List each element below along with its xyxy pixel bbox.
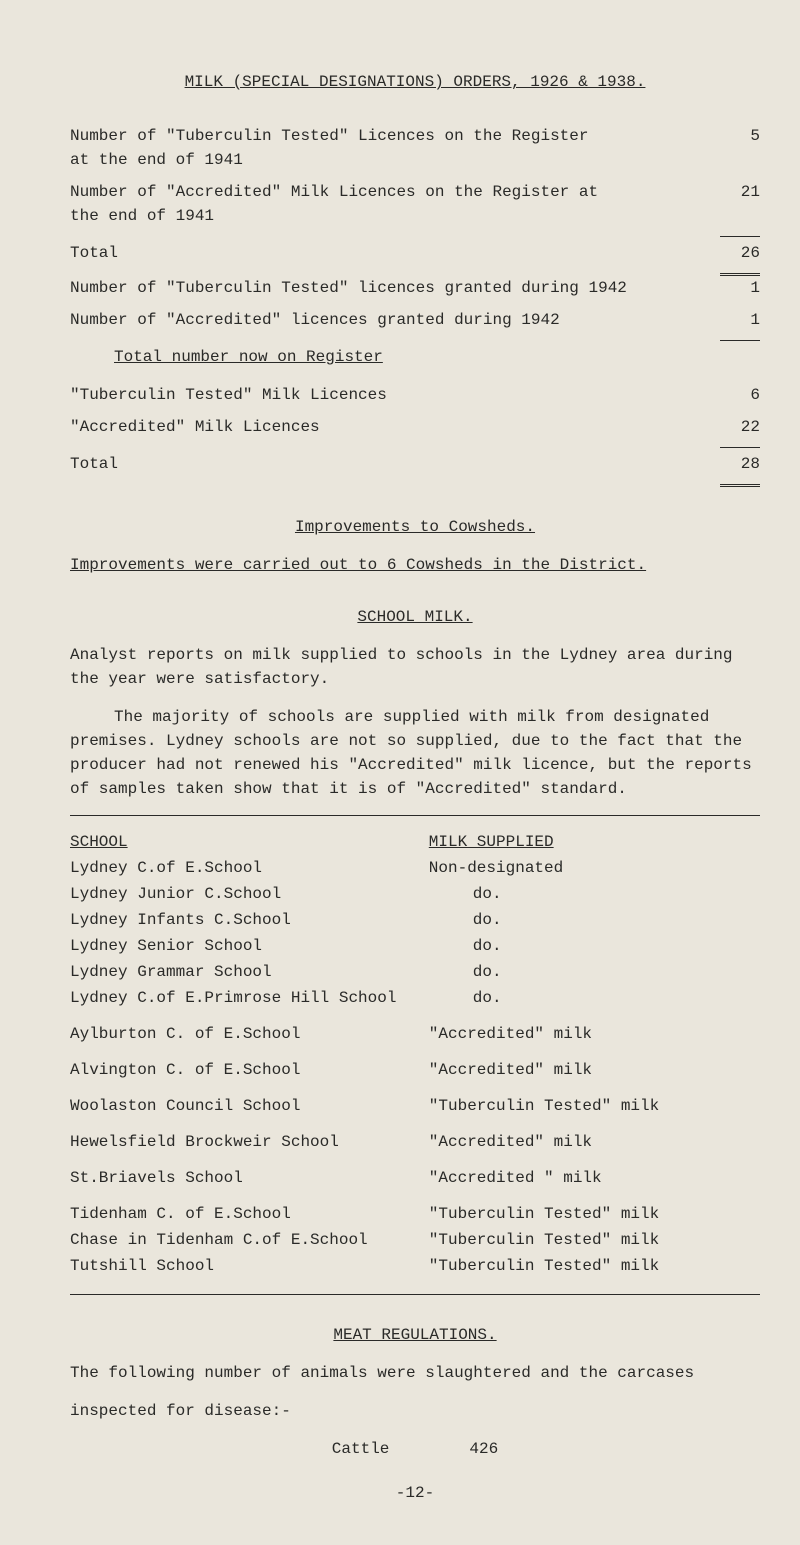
label: "Accredited" Milk Licences (70, 415, 700, 439)
page-title: MILK (SPECIAL DESIGNATIONS) ORDERS, 1926… (70, 70, 760, 94)
school-cell: Aylburton C. of E.School (70, 1012, 429, 1048)
value: 28 (700, 452, 760, 476)
milk-cell: do. (429, 960, 760, 986)
licence-row: "Tuberculin Tested" Milk Licences 6 (70, 383, 760, 407)
cattle-value: 426 (469, 1437, 498, 1461)
school-cell: Lydney C.of E.School (70, 856, 429, 882)
value: 1 (700, 308, 760, 332)
page-number: -12- (70, 1481, 760, 1505)
school-cell: Woolaston Council School (70, 1084, 429, 1120)
value: 6 (700, 383, 760, 407)
label: Number of "Tuberculin Tested" Licences o… (70, 124, 610, 172)
milk-cell: do. (429, 882, 760, 908)
school-cell: St.Briavels School (70, 1156, 429, 1192)
schoolmilk-heading: SCHOOL MILK. (70, 605, 760, 629)
milk-cell: "Accredited" milk (429, 1012, 760, 1048)
school-cell: Tidenham C. of E.School (70, 1192, 429, 1228)
paragraph: The following number of animals were sla… (70, 1361, 760, 1385)
school-cell: Hewelsfield Brockweir School (70, 1120, 429, 1156)
col-head-school: SCHOOL (70, 830, 429, 856)
value: 22 (700, 415, 760, 439)
label: Number of "Tuberculin Tested" licences g… (70, 276, 700, 300)
milk-cell: "Tuberculin Tested" milk (429, 1192, 760, 1228)
school-cell: Lydney Infants C.School (70, 908, 429, 934)
rule-line (720, 340, 760, 341)
double-rule (720, 484, 760, 487)
school-cell: Lydney Junior C.School (70, 882, 429, 908)
milk-cell: "Accredited " milk (429, 1156, 760, 1192)
school-cell: Lydney C.of E.Primrose Hill School (70, 986, 429, 1012)
label: Number of "Accredited" Milk Licences on … (70, 180, 610, 228)
sub-heading: Total number now on Register (114, 345, 760, 369)
milk-cell: do. (429, 986, 760, 1012)
label: Total (70, 241, 700, 265)
value: 21 (700, 180, 760, 204)
school-cell: Chase in Tidenham C.of E.School (70, 1228, 429, 1254)
rule-line (720, 447, 760, 448)
school-table: SCHOOL MILK SUPPLIED Lydney C.of E.Schoo… (70, 830, 760, 1280)
label: Total (70, 452, 700, 476)
milk-cell: "Tuberculin Tested" milk (429, 1254, 760, 1280)
licence-row: Number of "Accredited" licences granted … (70, 308, 760, 332)
rule-line (720, 236, 760, 237)
label: "Tuberculin Tested" Milk Licences (70, 383, 700, 407)
paragraph: The majority of schools are supplied wit… (70, 705, 760, 801)
school-cell: Tutshill School (70, 1254, 429, 1280)
separator-line (70, 1294, 760, 1295)
licence-row: "Accredited" Milk Licences 22 (70, 415, 760, 439)
value: 5 (700, 124, 760, 148)
cattle-label: Cattle (332, 1437, 390, 1461)
separator-line (70, 815, 760, 816)
milk-cell: "Accredited" milk (429, 1120, 760, 1156)
milk-cell: "Tuberculin Tested" milk (429, 1228, 760, 1254)
school-cell: Lydney Senior School (70, 934, 429, 960)
cattle-row: Cattle 426 (70, 1437, 760, 1461)
value: 1 (700, 276, 760, 300)
licence-row: Number of "Accredited" Milk Licences on … (70, 180, 760, 228)
col-head-milk: MILK SUPPLIED (429, 830, 760, 856)
licence-row: Number of "Tuberculin Tested" licences g… (70, 276, 760, 300)
label: Number of "Accredited" licences granted … (70, 308, 700, 332)
milk-cell: do. (429, 934, 760, 960)
value: 26 (700, 241, 760, 265)
milk-cell: "Tuberculin Tested" milk (429, 1084, 760, 1120)
total-row: Total 28 (70, 452, 760, 476)
milk-cell: "Accredited" milk (429, 1048, 760, 1084)
improvements-text: Improvements were carried out to 6 Cowsh… (70, 553, 760, 577)
milk-cell: Non-designated (429, 856, 760, 882)
improvements-heading: Improvements to Cowsheds. (70, 515, 760, 539)
licence-row: Number of "Tuberculin Tested" Licences o… (70, 124, 760, 172)
paragraph: inspected for disease:- (70, 1399, 760, 1423)
school-cell: Lydney Grammar School (70, 960, 429, 986)
total-row: Total 26 (70, 241, 760, 265)
school-cell: Alvington C. of E.School (70, 1048, 429, 1084)
paragraph: Analyst reports on milk supplied to scho… (70, 643, 760, 691)
meat-heading: MEAT REGULATIONS. (70, 1323, 760, 1347)
milk-cell: do. (429, 908, 760, 934)
